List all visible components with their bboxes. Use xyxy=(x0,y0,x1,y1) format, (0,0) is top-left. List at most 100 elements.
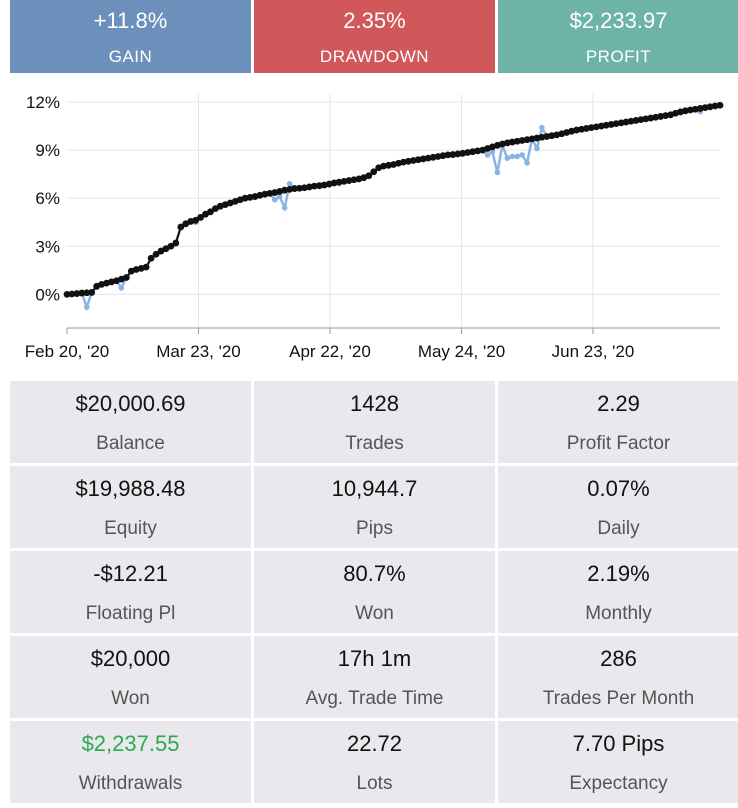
stat-cell-trades-per-month: 286 Trades Per Month xyxy=(498,636,738,718)
growth-chart[interactable]: 0% 3% 6% 9% 12% Feb 20, '20 Mar 23, '20 Apr 22,… xyxy=(0,84,738,374)
equity-point xyxy=(539,124,545,131)
stat-cell-withdrawals: $2,237.55 Withdrawals xyxy=(10,721,251,803)
balance-point xyxy=(192,216,200,224)
stat-label: Trades Per Month xyxy=(542,688,695,709)
equity-point xyxy=(509,153,516,160)
y-tick-label: 0% xyxy=(35,285,60,304)
balance-point xyxy=(315,182,323,190)
x-tick-label: May 24, '20 xyxy=(418,342,505,361)
stat-value: $2,237.55 xyxy=(81,731,180,756)
equity-line xyxy=(66,103,721,312)
balance-point xyxy=(152,250,160,258)
balance-point xyxy=(207,208,214,216)
balance-point xyxy=(365,172,373,180)
balance-point xyxy=(167,242,175,250)
stat-label: Won xyxy=(111,688,150,709)
stat-value: 286 xyxy=(600,646,637,671)
gain-tile[interactable]: +11.8% GAIN xyxy=(10,0,251,73)
stat-label: Pips xyxy=(356,518,393,539)
balance-point xyxy=(147,254,155,262)
stat-value: 17h 1m xyxy=(337,646,412,671)
balance-point xyxy=(68,290,76,298)
stat-label: Won xyxy=(355,603,394,624)
balance-line xyxy=(66,104,721,296)
equity-point xyxy=(524,160,530,166)
stat-cell-lots: 22.72 Lots xyxy=(254,721,495,803)
stat-value: 80.7% xyxy=(343,561,406,586)
drawdown-tile[interactable]: 2.35% DRAWDOWN xyxy=(254,0,495,73)
stat-value: 7.70 Pips xyxy=(572,731,665,756)
equity-point xyxy=(276,193,283,200)
stat-value: -$12.21 xyxy=(93,561,168,586)
balance-point xyxy=(73,290,81,297)
profit-value: $2,233.97 xyxy=(569,8,668,33)
profit-label: PROFIT xyxy=(585,47,652,66)
equity-point xyxy=(534,145,540,152)
stat-value: $20,000.69 xyxy=(75,391,186,416)
stat-value: 0.07% xyxy=(587,476,650,501)
stat-label: Lots xyxy=(356,773,393,794)
stats-row: $20,000.69 Balance 1428 Trades 2.29 Prof… xyxy=(10,381,738,463)
y-tick-label: 9% xyxy=(35,141,60,160)
profit-tile[interactable]: $2,233.97 PROFIT xyxy=(498,0,738,73)
balance-point xyxy=(291,185,298,192)
growth-chart-svg[interactable]: 0% 3% 6% 9% 12% Feb 20, '20 Mar 23, '20 Apr 22,… xyxy=(0,84,738,374)
stat-cell-floating-pl: -$12.21 Floating Pl xyxy=(10,551,251,633)
stat-value: 2.19% xyxy=(587,561,650,586)
stats-row: -$12.21 Floating Pl 80.7% Won 2.19% Mont… xyxy=(10,551,738,633)
stat-cell-expectancy: 7.70 Pips Expectancy xyxy=(498,721,738,803)
balance-point xyxy=(296,184,303,192)
x-tick-label: Apr 22, '20 xyxy=(289,342,371,361)
balance-point xyxy=(197,214,204,221)
stat-label: Profit Factor xyxy=(566,433,671,454)
stat-cell-profit-factor: 2.29 Profit Factor xyxy=(498,381,738,463)
stat-value: $20,000 xyxy=(90,646,171,671)
stat-cell-daily: 0.07% Daily xyxy=(498,466,738,548)
stat-value: 10,944.7 xyxy=(331,476,418,501)
balance-point xyxy=(449,151,457,158)
stat-cell-trades: 1428 Trades xyxy=(254,381,495,463)
summary-tiles: +11.8% GAIN 2.35% DRAWDOWN $2,233.97 PRO… xyxy=(10,0,738,73)
y-tick-label: 12% xyxy=(26,93,60,112)
x-tick-label: Feb 20, '20 xyxy=(25,342,110,361)
balance-point xyxy=(310,182,318,190)
balance-point xyxy=(88,289,96,296)
stat-cell-pips: 10,944.7 Pips xyxy=(254,466,495,548)
equity-point xyxy=(484,152,491,158)
gain-label: GAIN xyxy=(108,47,153,66)
stat-label: Equity xyxy=(104,518,157,539)
balance-point xyxy=(370,168,378,176)
y-tick-label: 6% xyxy=(35,189,60,208)
equity-point xyxy=(83,304,90,310)
gain-value: +11.8% xyxy=(93,8,168,33)
equity-point xyxy=(519,152,525,158)
stats-row: $2,237.55 Withdrawals 22.72 Lots 7.70 Pi… xyxy=(10,721,738,803)
equity-point xyxy=(514,153,520,160)
x-tick-label: Mar 23, '20 xyxy=(156,342,241,361)
stat-label: Daily xyxy=(597,518,640,539)
equity-point xyxy=(281,204,288,211)
stat-cell-equity: $19,988.48 Equity xyxy=(10,466,251,548)
stat-label: Monthly xyxy=(585,603,652,624)
balance-point xyxy=(78,289,86,297)
y-tick-label: 3% xyxy=(35,237,60,256)
stat-label: Balance xyxy=(96,433,165,454)
balance-point xyxy=(172,239,180,247)
stat-value: $19,988.48 xyxy=(75,476,186,501)
stat-label: Avg. Trade Time xyxy=(305,688,444,709)
stat-cell-won-amount: $20,000 Won xyxy=(10,636,251,718)
stat-value: 2.29 xyxy=(597,391,640,416)
equity-point xyxy=(286,180,293,187)
equity-point xyxy=(494,169,501,176)
stats-row: $19,988.48 Equity 10,944.7 Pips 0.07% Da… xyxy=(10,466,738,548)
balance-point xyxy=(83,289,91,297)
equity-point xyxy=(118,285,125,291)
balance-point xyxy=(63,290,71,298)
stat-label: Floating Pl xyxy=(85,603,176,624)
equity-point xyxy=(504,155,511,161)
stat-label: Trades xyxy=(345,433,404,454)
stat-cell-balance: $20,000.69 Balance xyxy=(10,381,251,463)
equity-point xyxy=(489,148,496,155)
stat-value: 1428 xyxy=(350,391,399,416)
x-tick-label: Jun 23, '20 xyxy=(552,342,635,361)
